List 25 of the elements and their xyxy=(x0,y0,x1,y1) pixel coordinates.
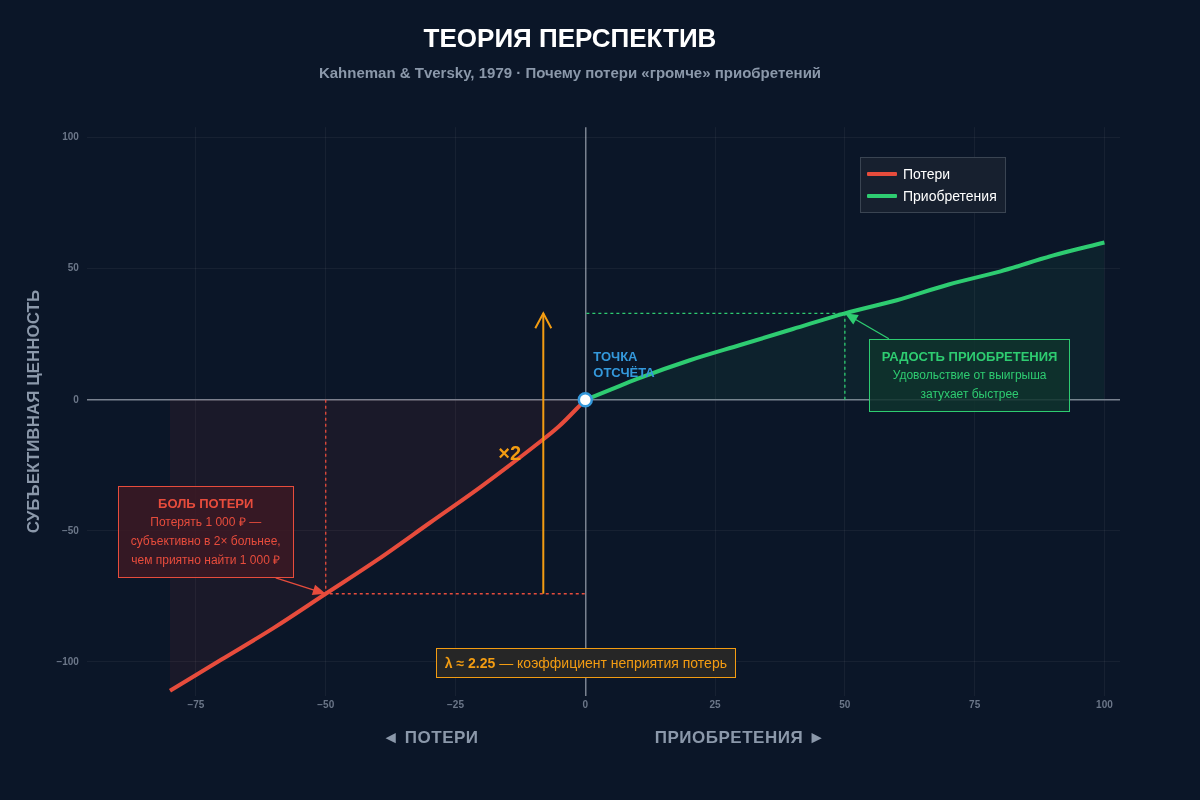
x-tick-label: 50 xyxy=(839,698,851,710)
x-tick-label: −75 xyxy=(187,698,205,710)
annotation: РАДОСТЬ ПРИОБРЕТЕНИЯ Удовольствие от выигрыша затухает быстрее xyxy=(881,347,1058,403)
chart-subtitle: Kahneman & Tversky, 1979 · Почему потери «громче» приобретений xyxy=(318,64,822,82)
chart-title: ТЕОРИЯ ПЕРСПЕКТИВ xyxy=(423,22,717,53)
annotation: ×2 xyxy=(498,441,522,465)
y-tick-label: 0 xyxy=(73,393,80,405)
y-axis-title: СУБЪЕКТИВНАЯ ЦЕННОСТЬ xyxy=(23,289,43,534)
x-tick-label: 75 xyxy=(969,698,981,710)
annotation: БОЛЬ ПОТЕРИ Потерять 1 000 ₽ — субъективно в 2× больнее, чем приятно найти 1 000 ₽ xyxy=(130,494,281,569)
text: ПРИОБРЕТЕНИЯ ► xyxy=(654,728,826,748)
y-tick-label: 50 xyxy=(67,262,80,274)
y-tick-label: −50 xyxy=(61,524,80,536)
x-tick-label: −25 xyxy=(447,698,465,710)
text: ◄ ПОТЕРИ xyxy=(382,728,479,748)
annotation: ТОЧКА ОТСЧЁТА xyxy=(593,349,656,381)
x-tick-label: 25 xyxy=(709,698,722,710)
x-tick-label: 0 xyxy=(582,698,589,710)
x-tick-label: 100 xyxy=(1096,698,1114,710)
x-tick-label: −50 xyxy=(317,698,335,710)
y-tick-label: −100 xyxy=(56,655,80,667)
y-tick-label: 100 xyxy=(62,131,80,143)
legend-label: Потери xyxy=(903,166,951,183)
annotation: λ ≈ 2.25 — коэффициент неприятия потерь xyxy=(435,648,736,678)
legend-label: Приобретения xyxy=(903,188,997,205)
